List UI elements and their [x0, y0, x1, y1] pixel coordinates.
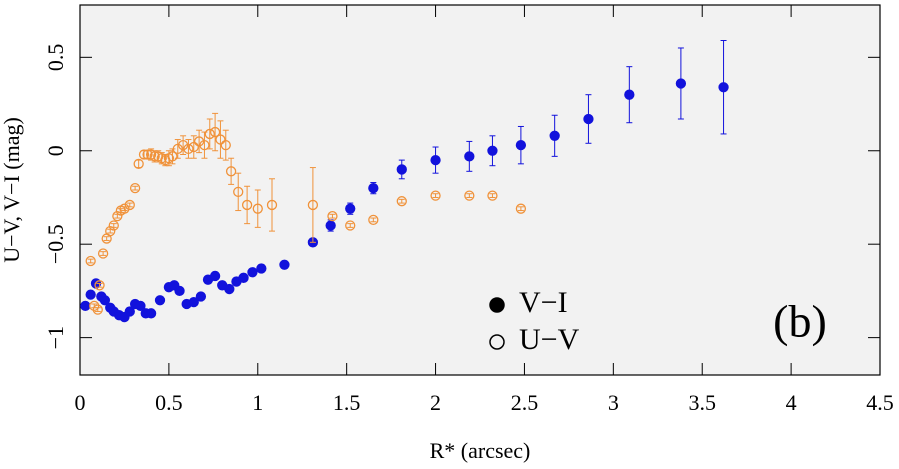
point [193, 136, 205, 147]
plot-frame [79, 4, 881, 376]
point [515, 140, 527, 151]
point [154, 295, 166, 306]
point [252, 203, 263, 214]
point [195, 291, 207, 302]
point [396, 196, 407, 207]
point [119, 203, 130, 214]
point [396, 164, 407, 175]
legend-marker [489, 334, 505, 350]
point [624, 89, 635, 100]
point [515, 203, 527, 214]
point [225, 166, 237, 177]
point [430, 154, 441, 166]
point [549, 130, 560, 141]
point [142, 149, 153, 160]
point [97, 248, 109, 259]
y-tick-label: −0.5 [43, 224, 68, 264]
point [138, 149, 150, 160]
point [124, 306, 135, 317]
point [247, 267, 258, 278]
plot-area [80, 5, 880, 375]
x-tick-label: 2 [430, 390, 441, 415]
point [133, 158, 144, 169]
legend-label: V−I [519, 286, 568, 319]
point [183, 143, 194, 155]
point [108, 220, 119, 231]
point [188, 296, 199, 308]
point [325, 220, 336, 231]
point [177, 140, 189, 151]
point [204, 128, 215, 140]
point [209, 270, 221, 282]
y-tick-label: −1 [43, 326, 68, 349]
point [675, 78, 687, 89]
point [256, 263, 267, 274]
point [224, 283, 235, 295]
point [129, 182, 141, 194]
point [149, 151, 160, 162]
point [279, 259, 290, 270]
point [327, 211, 338, 222]
point [307, 199, 319, 211]
point [464, 190, 475, 201]
point [172, 143, 183, 155]
x-tick-label: 3.5 [688, 390, 716, 415]
point [487, 190, 498, 201]
point [368, 182, 379, 194]
point [487, 145, 498, 156]
point [94, 280, 105, 291]
point [85, 255, 96, 267]
point [92, 304, 103, 315]
point [718, 82, 729, 93]
point [241, 199, 253, 211]
x-tick-label: 2.5 [511, 390, 539, 415]
point [233, 186, 244, 198]
x-tick-label: 4.5 [866, 390, 894, 415]
y-axis-label: U−V, V−I (mag) [0, 117, 24, 263]
x-tick-label: 3 [608, 390, 619, 415]
point [99, 295, 111, 306]
point [345, 220, 356, 231]
x-tick-label: 4 [786, 390, 797, 415]
point [80, 300, 91, 312]
point [368, 214, 379, 226]
point [209, 126, 221, 138]
point [124, 199, 135, 211]
point [430, 190, 441, 201]
y-tick-label: 0 [43, 145, 68, 156]
point [464, 151, 475, 162]
y-tick-label: 0.5 [43, 44, 68, 71]
point [135, 300, 146, 312]
legend-marker [489, 297, 505, 313]
point [238, 272, 249, 283]
point [199, 140, 210, 151]
x-tick-label: 1.5 [333, 390, 361, 415]
point [89, 300, 100, 312]
point [145, 308, 157, 319]
point [167, 151, 178, 162]
point [105, 225, 116, 237]
point [174, 285, 185, 297]
point [188, 141, 199, 153]
point [215, 134, 226, 145]
point [583, 113, 594, 125]
x-tick-label: 1 [252, 390, 263, 415]
point [220, 140, 231, 151]
x-tick-label: 0 [75, 390, 86, 415]
point [112, 211, 123, 222]
point [85, 289, 96, 300]
point [266, 199, 278, 211]
legend-label: U−V [519, 323, 580, 356]
x-axis-label: R* (arcsec) [430, 438, 531, 463]
annotation: (b) [773, 296, 827, 347]
point [345, 203, 356, 214]
x-tick-label: 0.5 [155, 390, 183, 415]
